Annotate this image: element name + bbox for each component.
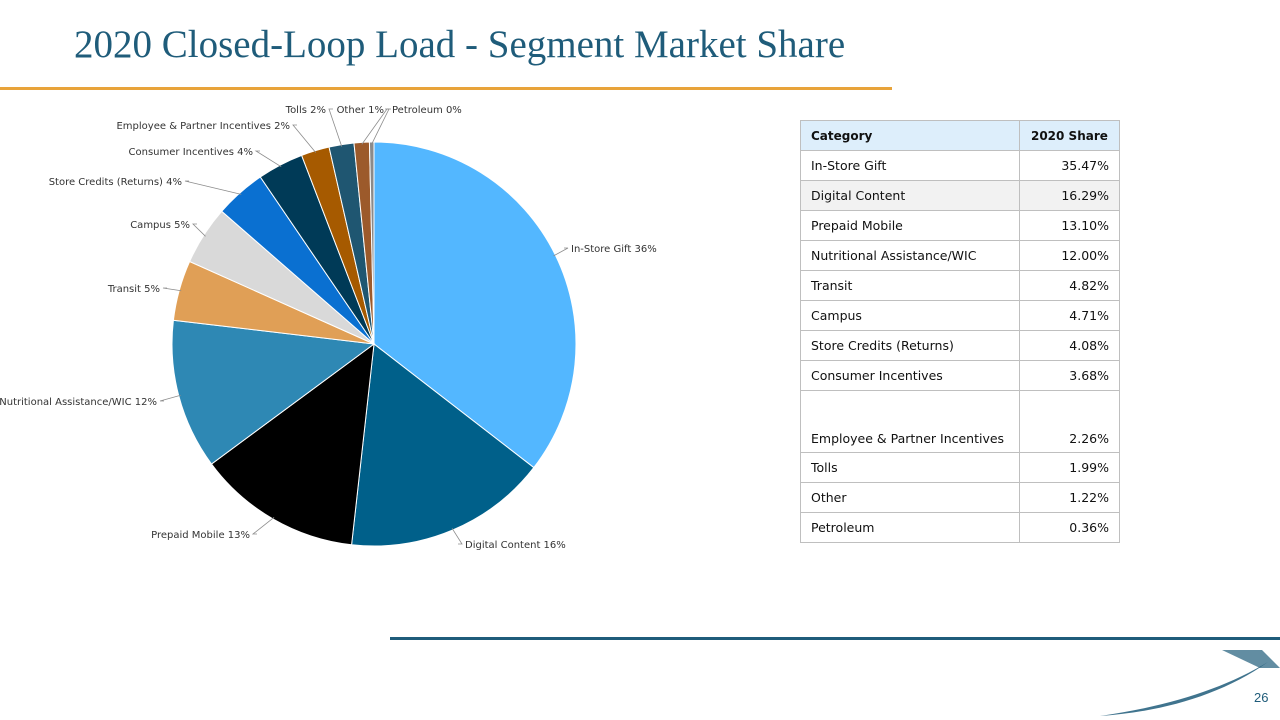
company-logo-icon xyxy=(1100,650,1280,716)
slide-title: 2020 Closed-Loop Load - Segment Market S… xyxy=(74,23,846,66)
table-row: Campus 4.71% xyxy=(800,300,1121,331)
pie-slice-label: Petroleum 0% xyxy=(392,105,462,116)
pie-slice-label: Prepaid Mobile 13% xyxy=(151,530,250,541)
leader-line xyxy=(371,108,390,145)
pie-slice-label: In-Store Gift 36% xyxy=(571,244,657,255)
cell-category: Campus xyxy=(800,300,1020,331)
cell-share: 2.26% xyxy=(1018,390,1121,453)
pie-slice-label: Nutritional Assistance/WIC 12% xyxy=(0,397,157,408)
leader-line xyxy=(254,150,282,168)
leader-line xyxy=(328,108,343,147)
table-row: In-Store Gift 35.47% xyxy=(800,150,1121,181)
table-row: Petroleum 0.36% xyxy=(800,512,1121,543)
leader-line xyxy=(162,287,182,292)
page-number: 26 xyxy=(1254,690,1269,705)
pie-slice-label: Other 1% xyxy=(337,105,384,116)
leader-line xyxy=(184,180,242,195)
cell-share: 4.82% xyxy=(1018,270,1121,301)
cell-category: Prepaid Mobile xyxy=(800,210,1020,241)
header-category: Category xyxy=(800,120,1020,151)
cell-category: Store Credits (Returns) xyxy=(800,330,1020,361)
pie-chart-container: In-Store Gift 36% Digital Content 16% Prep… xyxy=(0,96,720,566)
title-rule xyxy=(0,87,892,90)
cell-share: 3.68% xyxy=(1018,360,1121,391)
leader-line xyxy=(292,124,317,153)
cell-share: 12.00% xyxy=(1018,240,1121,271)
leader-line xyxy=(159,394,181,402)
table-row: Employee & Partner Incentives 2.26% xyxy=(800,390,1121,453)
pie-slice-label: Employee & Partner Incentives 2% xyxy=(116,121,290,132)
cell-category: Consumer Incentives xyxy=(800,360,1020,391)
pie-slice-label: Transit 5% xyxy=(107,284,160,295)
cell-category: Other xyxy=(800,482,1020,513)
footer-rule xyxy=(390,637,1280,640)
cell-category: Petroleum xyxy=(800,512,1020,543)
cell-share: 1.99% xyxy=(1018,452,1121,483)
pie-slice-label: Campus 5% xyxy=(130,220,190,231)
table-row: Tolls 1.99% xyxy=(800,452,1121,483)
leader-line xyxy=(553,247,569,257)
table-row: Nutritional Assistance/WIC 12.00% xyxy=(800,240,1121,271)
cell-category: Employee & Partner Incentives xyxy=(800,390,1020,453)
cell-share: 4.71% xyxy=(1018,300,1121,331)
cell-share: 35.47% xyxy=(1018,150,1121,181)
cell-category: Nutritional Assistance/WIC xyxy=(800,240,1020,271)
cell-share: 16.29% xyxy=(1018,180,1121,211)
table-header-row: Category 2020 Share xyxy=(800,120,1121,151)
pie-slice-label: Consumer Incentives 4% xyxy=(129,147,253,158)
pie-slice xyxy=(368,141,375,345)
table-row: Digital Content 16.29% xyxy=(800,180,1121,211)
cell-category: In-Store Gift xyxy=(800,150,1020,181)
table-row: Prepaid Mobile 13.10% xyxy=(800,210,1121,241)
cell-share: 0.36% xyxy=(1018,512,1121,543)
cell-share: 1.22% xyxy=(1018,482,1121,513)
leader-line xyxy=(451,527,463,545)
pie-slice xyxy=(210,342,375,546)
pie-slice-label: Tolls 2% xyxy=(285,105,326,116)
cell-share: 4.08% xyxy=(1018,330,1121,361)
table-row: Store Credits (Returns) 4.08% xyxy=(800,330,1121,361)
pie-slice-label: Digital Content 16% xyxy=(465,540,566,551)
pie-chart: In-Store Gift 36% Digital Content 16% Prep… xyxy=(0,105,657,551)
cell-category: Transit xyxy=(800,270,1020,301)
table-row: Other 1.22% xyxy=(800,482,1121,513)
leader-line xyxy=(251,516,275,535)
cell-category: Tolls xyxy=(800,452,1020,483)
header-share: 2020 Share xyxy=(1018,120,1121,151)
share-table: Category 2020 Share In-Store Gift 35.47% … xyxy=(800,120,1121,543)
cell-share: 13.10% xyxy=(1018,210,1121,241)
table-row: Consumer Incentives 3.68% xyxy=(800,360,1121,391)
pie-slice-label: Store Credits (Returns) 4% xyxy=(49,177,182,188)
cell-category: Digital Content xyxy=(800,180,1020,211)
table-row: Transit 4.82% xyxy=(800,270,1121,301)
leader-line xyxy=(192,223,206,237)
